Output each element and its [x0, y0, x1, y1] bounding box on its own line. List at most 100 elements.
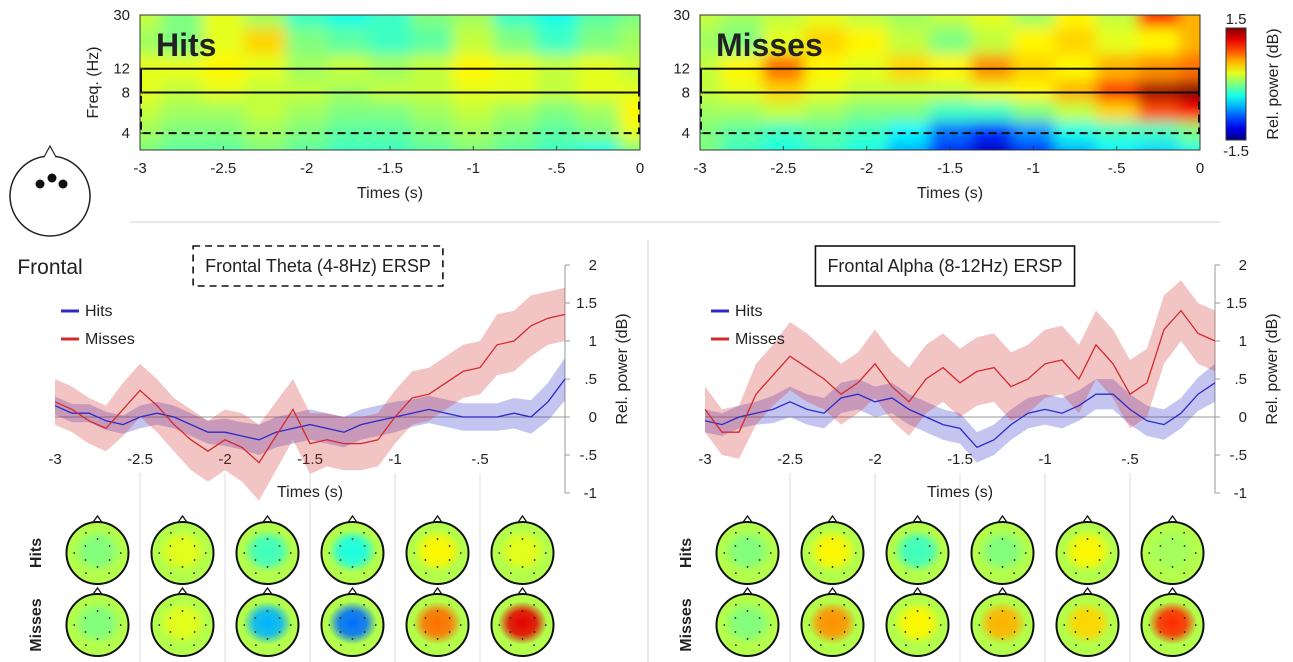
topomap-power [977, 529, 1028, 573]
heatmap-cell [1137, 26, 1180, 55]
heatmap-cell [720, 141, 763, 150]
heatmap-cell [1012, 26, 1055, 55]
topomap-electrode [169, 644, 172, 647]
topomap-electrode [989, 572, 992, 575]
topomap-power [497, 529, 548, 573]
heatmap-cell [929, 15, 972, 28]
heatmap-cell [535, 80, 578, 102]
x-tick-label: -1.5 [937, 160, 963, 177]
topomap-electrode [193, 545, 196, 547]
heatmap-cell [369, 80, 412, 102]
topomap-electrode [351, 638, 354, 640]
topomap-electrode [1074, 559, 1077, 561]
heatmap-cell [762, 80, 805, 102]
topomap-electrode [436, 638, 439, 640]
x-tick-label: -.5 [1121, 451, 1139, 468]
series-line [54, 378, 566, 441]
heatmap-cell [887, 26, 930, 55]
y-tick-label: 1 [589, 333, 597, 350]
series-line [704, 382, 1216, 449]
x-tick-label: -3 [693, 160, 706, 177]
heatmap-cell [535, 141, 578, 150]
topomap-electrode [843, 572, 846, 575]
heatmap-cell [970, 141, 1013, 150]
topomap-electrode [204, 624, 207, 626]
heatmap-cell [720, 53, 763, 82]
topomap-electrode [119, 552, 122, 554]
topomap-electrode [1074, 644, 1077, 647]
topomap-power [157, 529, 208, 573]
topomap-row-label: Hits [28, 538, 45, 568]
heatmap-cell [577, 15, 620, 28]
topomap-electrode [1148, 624, 1151, 626]
heatmap-cell [202, 100, 245, 122]
heatmap-cell [845, 26, 888, 55]
topomap-electrode [989, 631, 992, 633]
topomap-power [72, 601, 123, 645]
topomap-electrode [328, 624, 331, 626]
topomap-row-label: Misses [678, 598, 695, 651]
heatmap-cell [1137, 15, 1180, 28]
heatmap-cell [410, 80, 453, 102]
topomap-electrode [266, 610, 269, 612]
topomap-electrode [734, 617, 737, 619]
topomap-electrode [448, 545, 451, 547]
topomap-electrode [1098, 617, 1101, 619]
topomap-electrode [108, 631, 111, 633]
topomap-electrode [363, 644, 366, 647]
heatmap-cell [1054, 26, 1097, 55]
topomap-electrode [509, 545, 512, 547]
topomap-electrode [1159, 531, 1162, 534]
topomap-electrode [413, 624, 416, 626]
topomap-electrode [734, 644, 737, 647]
error-band [55, 357, 565, 455]
heatmap-cell [929, 26, 972, 55]
panel-title: Frontal Theta (4-8Hz) ERSP [205, 256, 431, 276]
heatmap-cell [244, 15, 287, 28]
x-tick-label: -2.5 [770, 160, 796, 177]
topomap-electrode [928, 531, 931, 534]
topomap-electrode [1024, 624, 1027, 626]
topomap-electrode [96, 538, 99, 540]
heatmap-cell [369, 100, 412, 122]
topomap-power [807, 601, 858, 645]
heatmap-cell [1095, 100, 1138, 122]
topomap-electrode [169, 603, 172, 606]
heatmap-cell [369, 53, 412, 82]
topomap-electrode [363, 572, 366, 575]
heatmap-cell [410, 100, 453, 122]
heatmap-cell [804, 141, 847, 150]
topomap-electrode [904, 631, 907, 633]
topomap-electrode [904, 572, 907, 575]
topomap-electrode [843, 617, 846, 619]
heatmap-cell [1095, 15, 1138, 28]
topomap-electrode [734, 559, 737, 561]
topomap-electrode [498, 624, 501, 626]
topomap-electrode [1159, 559, 1162, 561]
topomap-electrode [278, 545, 281, 547]
topomap-electrode [831, 538, 834, 540]
topomap-electrode [169, 531, 172, 534]
y-tick-label: .5 [1234, 371, 1247, 388]
topomap-electrode [1074, 572, 1077, 575]
topomap-electrode [278, 631, 281, 633]
x-tick-label: -2 [300, 160, 313, 177]
y-tick-label: 4 [122, 125, 130, 142]
y-tick-label: -.5 [579, 447, 597, 464]
legend-label: Hits [85, 303, 113, 320]
heatmap-cell [1137, 53, 1180, 82]
heatmap-cell [285, 121, 328, 143]
topomap-electrode [843, 644, 846, 647]
heatmap-cell [619, 15, 640, 28]
topomap-electrode [904, 617, 907, 619]
x-tick-label: -2.5 [777, 451, 803, 468]
topomap-power [327, 529, 378, 573]
topomap-electrode [243, 552, 246, 554]
topomap-electrode [1086, 538, 1089, 540]
topomap-electrode [521, 566, 524, 568]
topomap-electrode [158, 552, 161, 554]
topomap-electrode [1098, 603, 1101, 606]
topomap-electrode [819, 559, 822, 561]
topomap-electrode [1183, 572, 1186, 575]
topomap-electrode [363, 631, 366, 633]
